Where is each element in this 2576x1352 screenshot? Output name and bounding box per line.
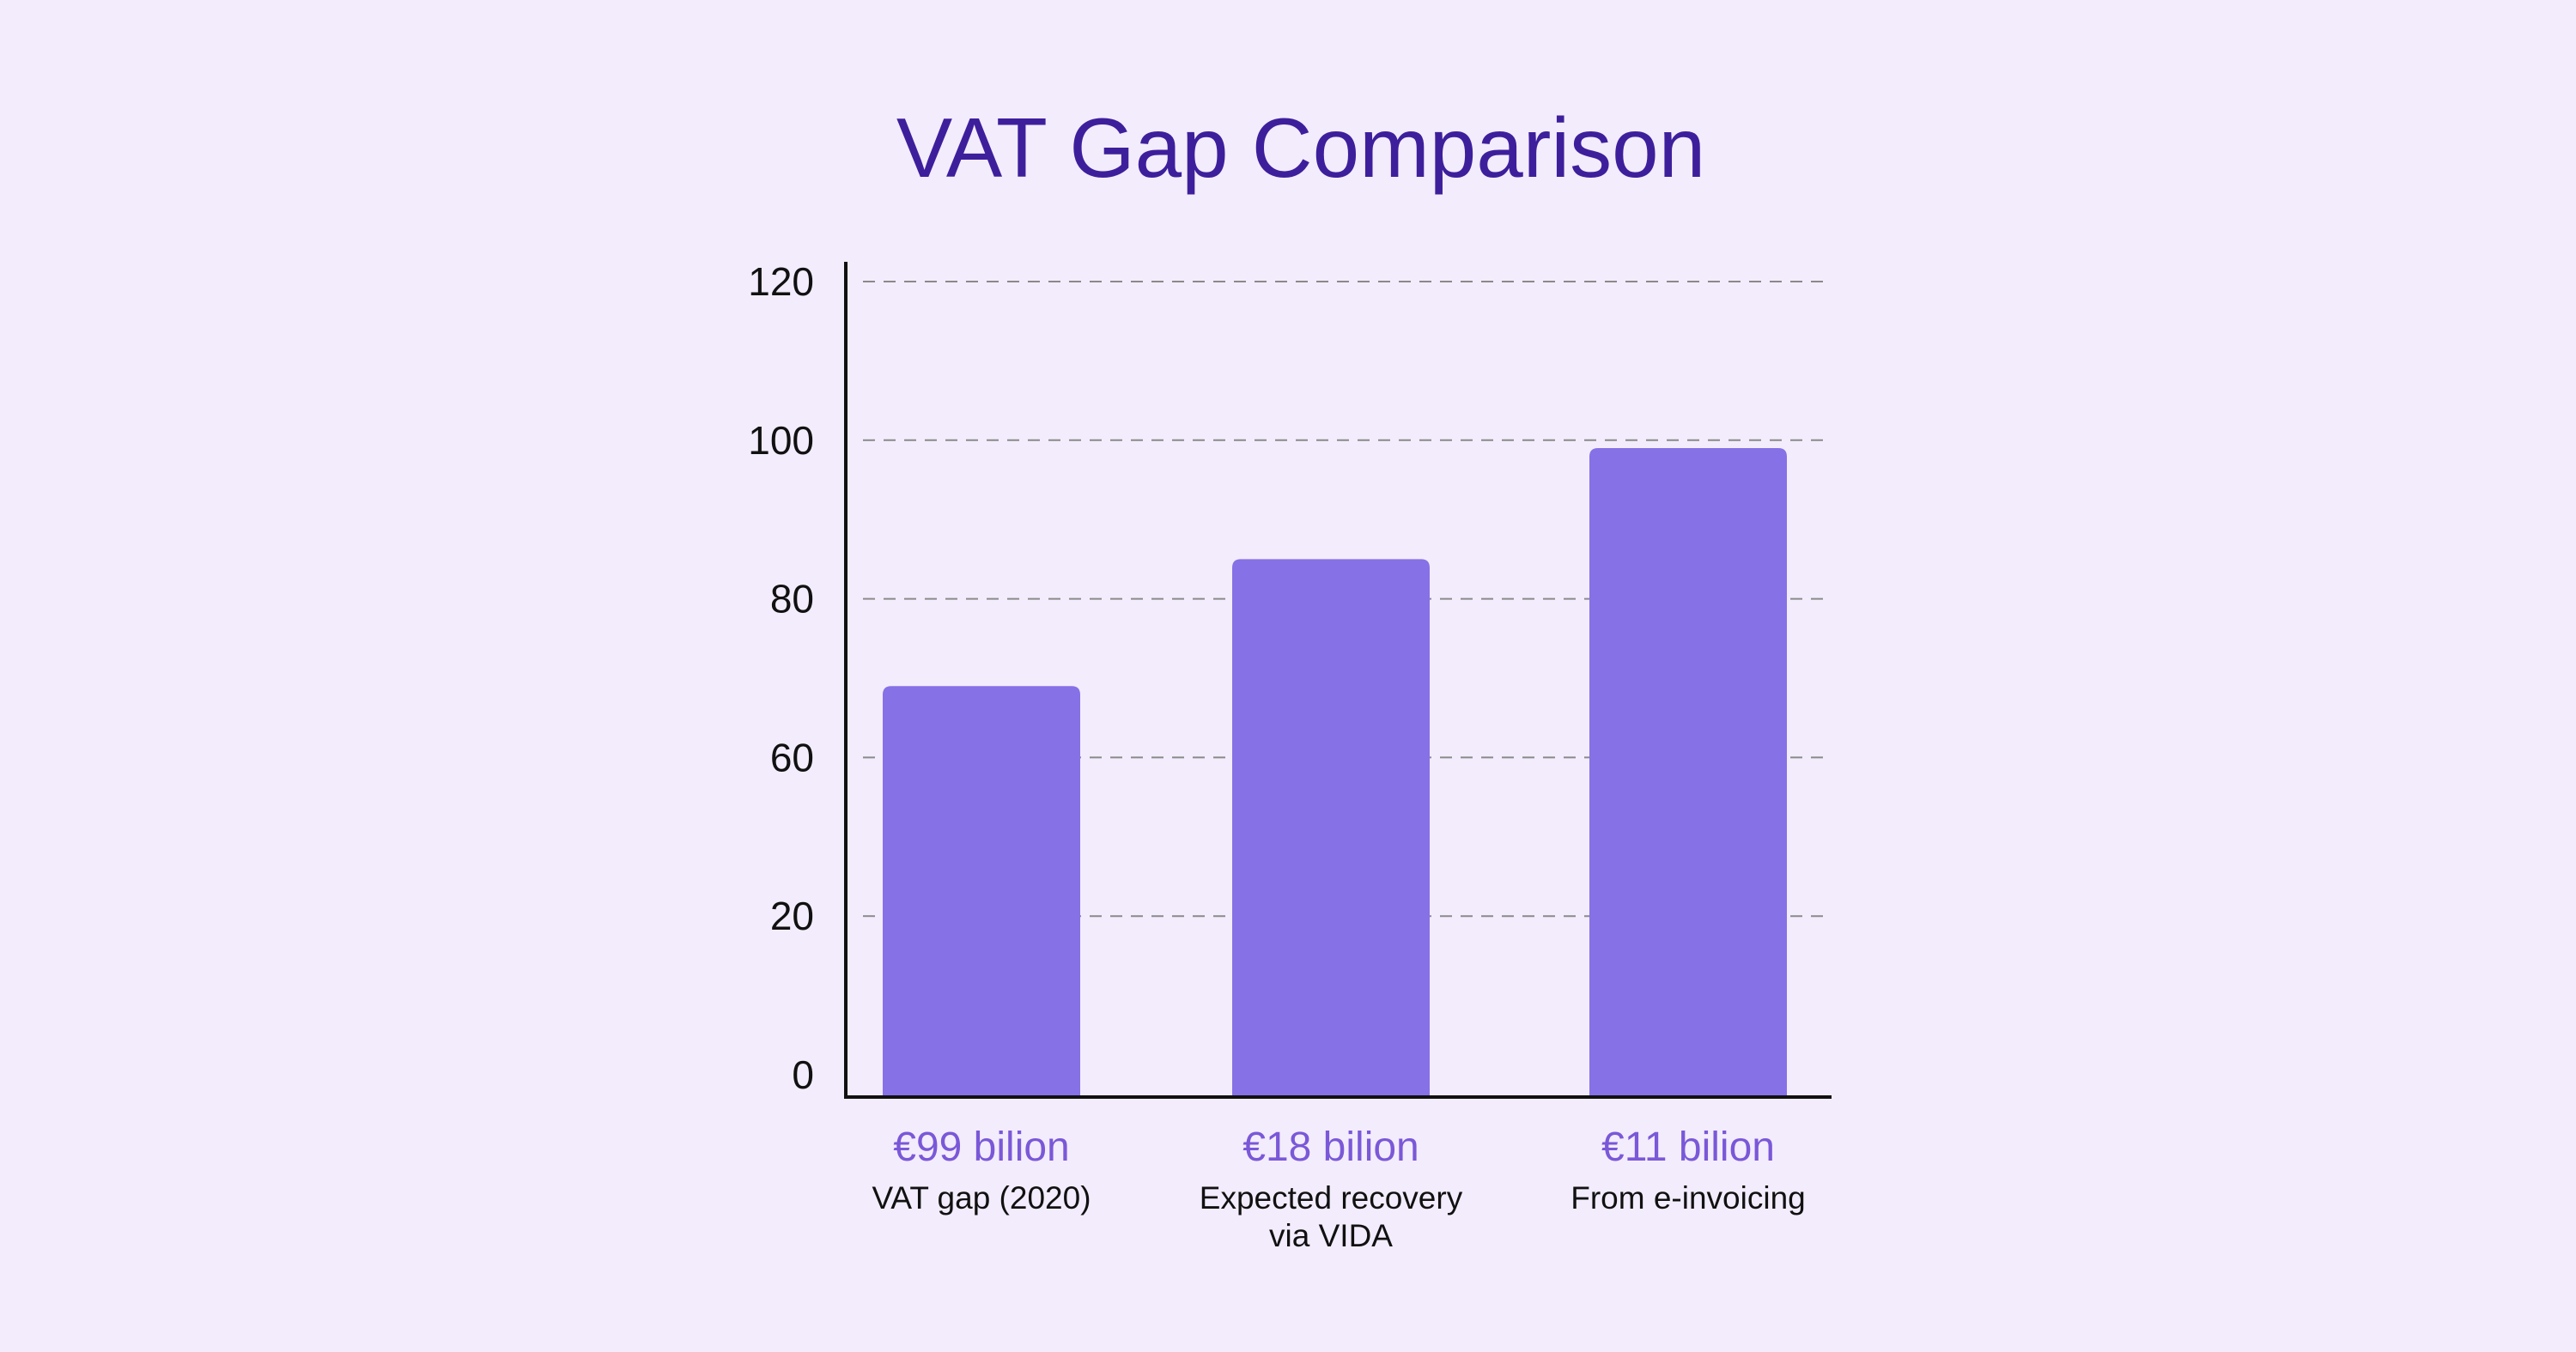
category-label: Expected recovery [1200, 1180, 1463, 1216]
y-tick-label: 80 [770, 577, 814, 621]
chart-title: VAT Gap Comparison [896, 100, 1705, 195]
y-tick-label: 120 [748, 259, 814, 304]
bar [1589, 448, 1787, 1097]
y-tick-label: 100 [748, 418, 814, 463]
y-tick-label: 20 [770, 894, 814, 938]
bars [883, 448, 1787, 1097]
category-label: From e-invoicing [1571, 1180, 1805, 1216]
y-axis-ticks: 120 100 80 60 20 0 [748, 259, 814, 1097]
value-label: €99 bilion [893, 1125, 1070, 1170]
axes [844, 262, 1832, 1099]
category-label: VAT gap (2020) [872, 1180, 1091, 1216]
value-label: €11 bilion [1601, 1125, 1775, 1170]
category-label: via VIDA [1269, 1218, 1393, 1253]
category-labels: €99 bilion €18 bilion €11 bilion VAT gap (2… [872, 1125, 1805, 1253]
value-label: €18 bilion [1242, 1125, 1419, 1170]
bar [883, 686, 1080, 1097]
y-tick-label: 60 [770, 735, 814, 779]
bar [1232, 559, 1430, 1097]
y-tick-label: 0 [792, 1052, 814, 1097]
